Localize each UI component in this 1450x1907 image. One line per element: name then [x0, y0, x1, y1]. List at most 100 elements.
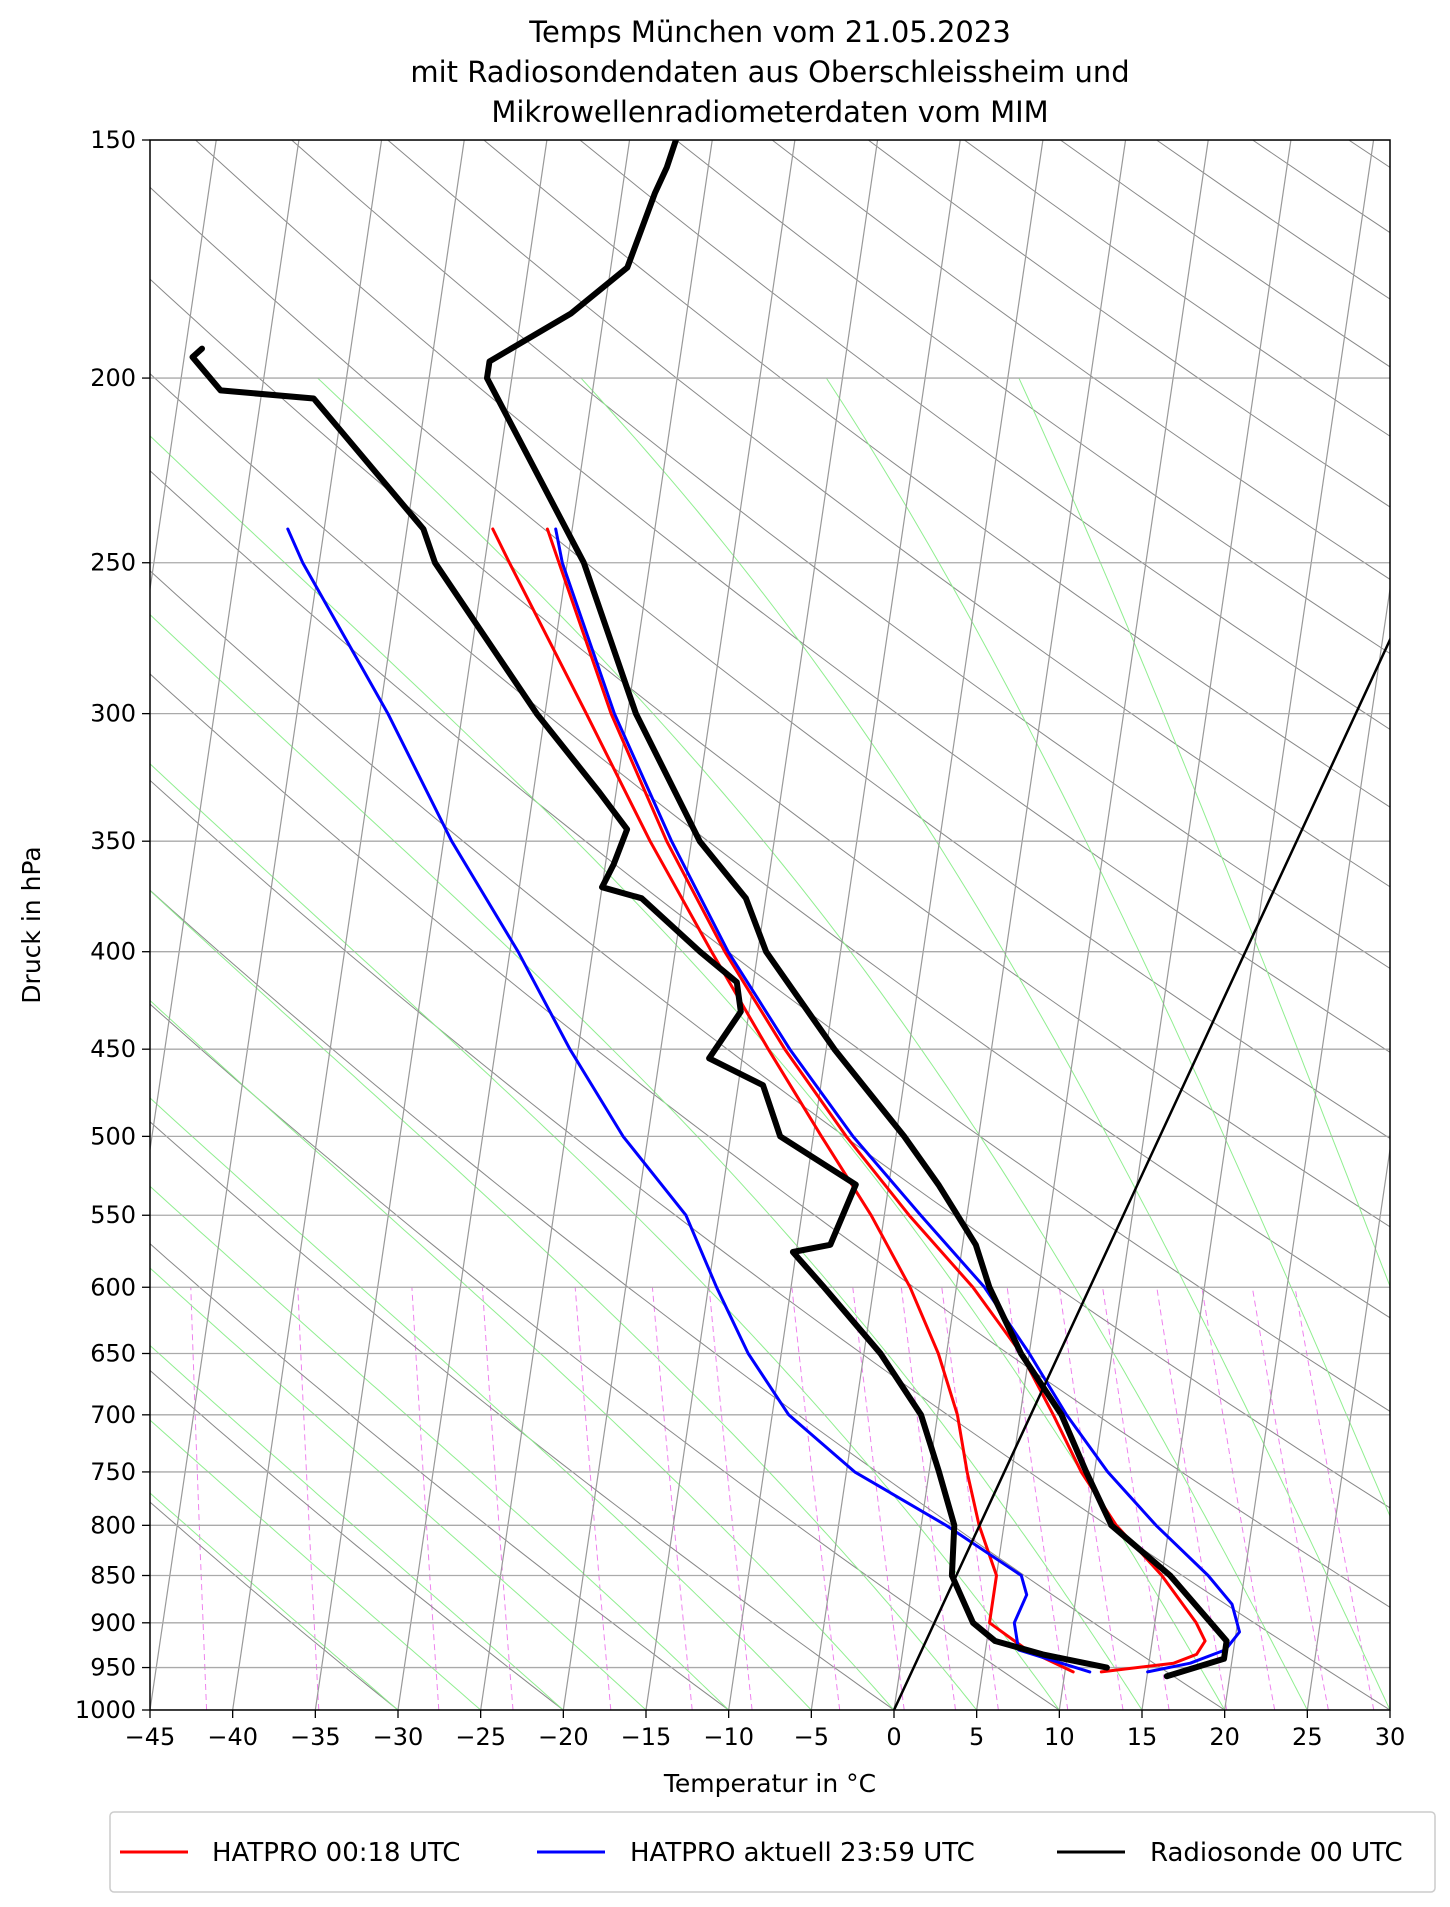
x-tick-label: −5: [794, 1723, 829, 1751]
y-tick-label: 250: [90, 549, 136, 577]
dry-adiabat-line: [1348, 140, 1390, 169]
dry-adiabat-line: [150, 570, 1390, 1509]
mixing-ratio-line: [411, 1287, 440, 1710]
mixing-ratio-line: [941, 1287, 999, 1710]
isotherm-line: [728, 140, 961, 1710]
y-tick-label: 150: [90, 126, 136, 154]
x-tick-label: −25: [455, 1723, 506, 1751]
legend: HATPRO 00:18 UTC HATPRO aktuell 23:59 UT…: [109, 1811, 1436, 1893]
dry-adiabat-line: [1060, 140, 1390, 368]
chart-title-line-2: mit Radiosondendaten aus Oberschleisshei…: [410, 55, 1129, 89]
y-tick-label: 200: [90, 364, 136, 392]
dry-adiabat-line: [150, 673, 1390, 1608]
dry-adiabat-line: [387, 140, 1390, 888]
x-tick-label: −45: [125, 1723, 176, 1751]
moist-adiabat-line: [150, 1344, 564, 1710]
moist-adiabat-line: [150, 1492, 399, 1710]
isotherm-line: [397, 140, 631, 1710]
isotherm-line: [976, 140, 1209, 1710]
dry-adiabat-line: [675, 140, 1390, 655]
isotherm-line: [1224, 584, 1390, 1710]
isotherm-line: [893, 140, 1127, 1710]
y-tick-label: 800: [90, 1511, 136, 1539]
y-tick-label: 350: [90, 827, 136, 855]
dry-adiabat-line: [150, 889, 1225, 1710]
x-axis-label: Temperatur in °C: [663, 1769, 876, 1798]
grid-lines: [150, 140, 1390, 1710]
dry-adiabat-line: [150, 1501, 399, 1710]
x-tick-label: −35: [290, 1723, 341, 1751]
x-tick-label: −15: [621, 1723, 672, 1751]
legend-label-1: HATPRO 00:18 UTC: [212, 1838, 460, 1868]
x-tick-label: 0: [886, 1723, 901, 1751]
isotherm-line: [314, 140, 548, 1710]
mixing-ratio-line: [1201, 1287, 1276, 1710]
dry-adiabat-line: [150, 372, 1390, 1319]
dry-adiabat-line: [150, 278, 1390, 1228]
y-tick-label: 1000: [75, 1696, 136, 1724]
x-tick-label: 25: [1292, 1723, 1323, 1751]
moist-adiabat-line: [1018, 377, 1390, 1288]
mixing-ratio-line: [1156, 1287, 1228, 1710]
x-tick-label: −30: [373, 1723, 424, 1751]
mixing-ratio-line: [1294, 1287, 1375, 1710]
dry-adiabat-line: [1445, 140, 1450, 1710]
moist-adiabat-line: [150, 1419, 482, 1710]
x-tick-label: 30: [1375, 1723, 1406, 1751]
dry-adiabat-line: [579, 140, 1390, 731]
y-tick-label: 850: [90, 1562, 136, 1590]
hatpro-00-18-utc-dewpoint-line: [491, 527, 1075, 1674]
x-tick-label: 20: [1209, 1723, 1240, 1751]
isotherm-line: [232, 140, 465, 1710]
y-tick-label: 900: [90, 1609, 136, 1637]
x-tick-label: −20: [538, 1723, 589, 1751]
legend-label-3: Radiosonde 00 UTC: [1150, 1838, 1403, 1868]
legend-entry-2: HATPRO aktuell 23:59 UTC: [537, 1838, 975, 1868]
moist-adiabat-line: [150, 435, 1226, 1710]
dry-adiabat-line: [150, 186, 1390, 1139]
dry-adiabat-line: [1252, 140, 1390, 234]
isotherm-line: [1058, 140, 1292, 1710]
isotherm-line: [810, 140, 1044, 1710]
isotherm-line: [1389, 1705, 1390, 1710]
radiosonde-00-utc-dewpoint-line: [189, 345, 1110, 1671]
isotherm-line: [150, 140, 383, 1710]
x-tick-label: 10: [1044, 1723, 1075, 1751]
mixing-ratio-line: [481, 1287, 514, 1710]
x-tick-label: −10: [703, 1723, 754, 1751]
dry-adiabat-line: [867, 140, 1390, 508]
legend-label-2: HATPRO aktuell 23:59 UTC: [630, 1838, 975, 1868]
mixing-ratio-line: [1251, 1287, 1329, 1710]
y-tick-label: 450: [90, 1035, 136, 1063]
y-tick-label: 550: [90, 1201, 136, 1229]
isotherm-line: [150, 140, 300, 1154]
y-tick-label: 600: [90, 1273, 136, 1301]
mixing-ratio-line: [297, 1287, 320, 1710]
hatpro-aktuell-23-59-utc-temperature-line: [554, 527, 1241, 1674]
isotherm-line: [645, 140, 879, 1710]
dry-adiabat-line: [195, 140, 1390, 1053]
mixing-ratio-line: [791, 1287, 841, 1710]
background-lines: [150, 140, 1450, 1710]
isotherm-line: [562, 140, 796, 1710]
dry-adiabat-line: [150, 1243, 729, 1710]
line-surface-parcel-line: [892, 636, 1390, 1710]
x-tick-label: 5: [969, 1723, 984, 1751]
y-tick-label: 650: [90, 1339, 136, 1367]
y-tick-label: 500: [90, 1122, 136, 1150]
y-tick-label: 300: [90, 700, 136, 728]
dry-adiabat-line: [150, 1369, 564, 1710]
dry-adiabat-line: [150, 470, 1390, 1412]
isotherm-line: [480, 140, 713, 1710]
x-tick-label: −40: [207, 1723, 258, 1751]
mixing-ratio-line: [651, 1287, 693, 1710]
x-axis-ticks: −45 −40 −35 −30 −25 −20 −15 −10 −5 0 5 10 15 20 25 30: [125, 1710, 1406, 1751]
y-tick-label: 700: [90, 1401, 136, 1429]
mixing-ratio-line: [190, 1287, 208, 1710]
chart-title-line-3: Mikrowellenradiometerdaten vom MIM: [491, 95, 1048, 129]
y-axis-label: Druck in hPa: [17, 846, 46, 1003]
y-tick-label: 750: [90, 1458, 136, 1486]
dry-adiabat-line: [150, 779, 1390, 1710]
mixing-ratio-line: [574, 1287, 612, 1710]
